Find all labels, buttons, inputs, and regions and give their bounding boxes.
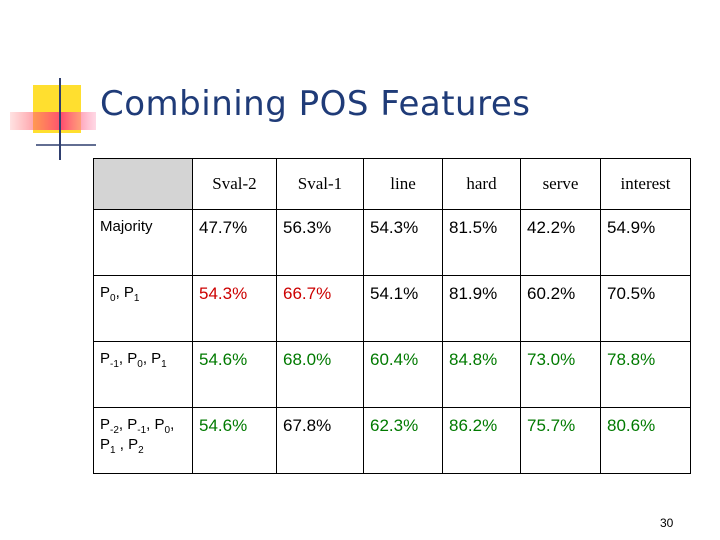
- label-text: , P: [146, 416, 165, 433]
- header-row: Sval-2 Sval-1 line hard serve interest: [93, 158, 691, 210]
- value-cell: 80.6%: [600, 407, 691, 474]
- value-cell: 60.2%: [520, 275, 601, 342]
- label-subscript: 2: [138, 445, 144, 456]
- label-text: , P: [118, 416, 138, 433]
- corner-cell: [93, 158, 193, 210]
- label-text: Majority: [100, 218, 153, 235]
- value-cell: 70.5%: [600, 275, 691, 342]
- label-text: P: [100, 416, 111, 433]
- value-cell: 81.9%: [442, 275, 521, 342]
- label-subscript: 1: [161, 359, 167, 370]
- label-subscript: 0: [137, 359, 143, 370]
- row-label: P-1, P0, P1: [93, 341, 193, 408]
- value-cell: 54.3%: [363, 209, 443, 276]
- label-subscript: -1: [110, 359, 119, 370]
- value-cell: 81.5%: [442, 209, 521, 276]
- row-label: P0, P1: [93, 275, 193, 342]
- label-text: , P: [142, 350, 162, 367]
- value-cell: 54.6%: [192, 407, 277, 474]
- label-text: P: [100, 350, 111, 367]
- header-cell: line: [363, 158, 443, 210]
- value-cell: 68.0%: [276, 341, 364, 408]
- header-cell: serve: [520, 158, 601, 210]
- results-table: Sval-2 Sval-1 line hard serve interest Majori…: [93, 158, 691, 474]
- label-subscript: 0: [110, 293, 116, 304]
- value-cell: 84.8%: [442, 341, 521, 408]
- value-cell: 75.7%: [520, 407, 601, 474]
- value-cell: 54.6%: [192, 341, 277, 408]
- value-cell: 42.2%: [520, 209, 601, 276]
- label-text: , P: [115, 436, 139, 453]
- header-cell: interest: [600, 158, 691, 210]
- value-cell: 66.7%: [276, 275, 364, 342]
- table-row: Majority 47.7% 56.3% 54.3% 81.5% 42.2% 54.9%: [93, 209, 691, 276]
- label-subscript: 1: [110, 445, 116, 456]
- value-cell: 54.9%: [600, 209, 691, 276]
- row-label: P-2, P-1, P0, P1 , P2: [93, 407, 193, 474]
- label-subscript: -1: [137, 425, 147, 436]
- label-text: , P: [100, 416, 175, 453]
- label-text: , P: [115, 284, 134, 301]
- value-cell: 78.8%: [600, 341, 691, 408]
- value-cell: 47.7%: [192, 209, 277, 276]
- label-text: , P: [118, 350, 138, 367]
- value-cell: 73.0%: [520, 341, 601, 408]
- label-subscript: 0: [164, 425, 171, 436]
- label-subscript: 1: [133, 293, 140, 304]
- value-cell: 54.1%: [363, 275, 443, 342]
- value-cell: 60.4%: [363, 341, 443, 408]
- label-subscript: -2: [110, 425, 119, 436]
- table-row: P-1, P0, P1 54.6% 68.0% 60.4% 84.8% 73.0% 78.8…: [93, 341, 691, 408]
- page-number: 30: [660, 516, 674, 530]
- value-cell: 62.3%: [363, 407, 443, 474]
- table-row: P-2, P-1, P0, P1 , P2 54.6% 67.8% 62.3% 86.2…: [93, 407, 691, 474]
- header-cell: Sval-2: [192, 158, 277, 210]
- row-label: Majority: [93, 209, 193, 276]
- value-cell: 56.3%: [276, 209, 364, 276]
- header-cell: Sval-1: [276, 158, 364, 210]
- table-row: P0, P1 54.3% 66.7% 54.1% 81.9% 60.2% 70.5%: [93, 275, 691, 342]
- value-cell: 67.8%: [276, 407, 364, 474]
- slide-title: Combining POS Features: [100, 84, 531, 124]
- label-text: P: [100, 284, 111, 301]
- red-bar: [10, 112, 96, 130]
- value-cell: 54.3%: [192, 275, 277, 342]
- header-cell: hard: [442, 158, 521, 210]
- value-cell: 86.2%: [442, 407, 521, 474]
